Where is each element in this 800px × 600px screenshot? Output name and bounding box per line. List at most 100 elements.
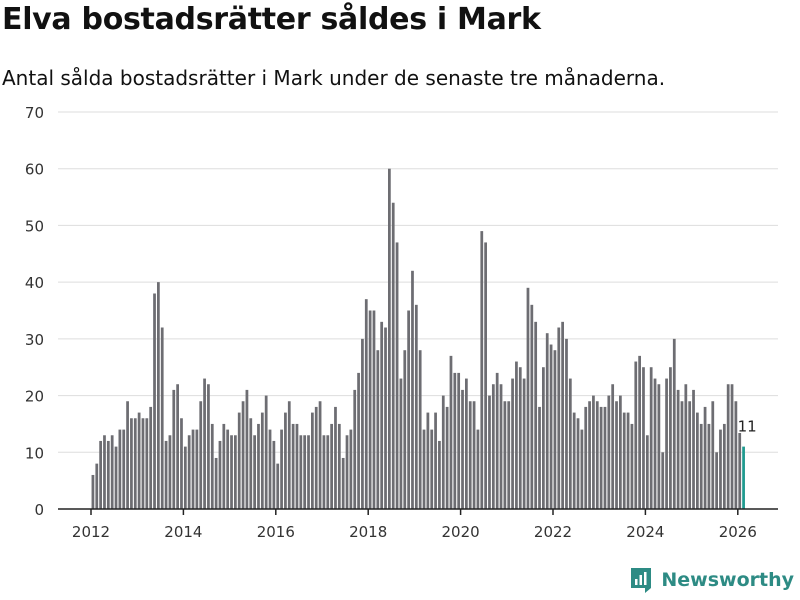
bar [164, 440, 168, 509]
bar [241, 401, 245, 509]
y-tick-label: 0 [34, 501, 44, 519]
bar [245, 389, 249, 509]
newsworthy-logo-icon [631, 568, 652, 593]
bar [276, 463, 280, 509]
bar [557, 327, 561, 509]
bar [380, 321, 384, 509]
bar [534, 321, 538, 509]
bar [518, 367, 522, 509]
bar [657, 384, 661, 509]
bar [280, 429, 283, 509]
bar [103, 435, 106, 509]
bar [349, 429, 353, 509]
bar [364, 299, 368, 509]
bar [368, 310, 372, 509]
x-tick-label: 2022 [534, 523, 572, 541]
bar [615, 401, 618, 509]
bar [438, 440, 441, 509]
bar [426, 412, 430, 509]
bar [499, 384, 503, 509]
bar [441, 395, 445, 509]
bar [133, 418, 137, 509]
bar [488, 395, 491, 509]
bar [203, 378, 206, 509]
bar [495, 372, 499, 509]
bar [403, 350, 407, 509]
brand-name: Newsworthy [661, 569, 794, 591]
bar [137, 412, 141, 509]
highlight-data-label: 11 [738, 418, 757, 436]
bar [353, 389, 357, 509]
bar [665, 378, 668, 509]
bar [126, 401, 129, 509]
bar [418, 350, 422, 509]
bar [407, 310, 410, 509]
bar [141, 418, 145, 509]
bar [645, 435, 649, 509]
bar [118, 429, 122, 509]
bar [414, 304, 418, 509]
bar [699, 423, 703, 509]
bar [222, 423, 226, 509]
x-tick-label: 2018 [349, 523, 387, 541]
bar [210, 423, 214, 509]
bar [91, 474, 95, 509]
bar [110, 435, 114, 509]
bar [234, 435, 237, 509]
bar [588, 401, 591, 509]
y-tick-label: 20 [25, 388, 44, 406]
bar [376, 350, 380, 509]
bar [491, 384, 495, 509]
bar [638, 355, 641, 509]
bar [480, 231, 484, 509]
bar [106, 440, 110, 509]
bar [526, 287, 530, 509]
bar [272, 440, 276, 509]
bar [299, 435, 303, 509]
y-tick-label: 50 [25, 217, 44, 235]
bar [461, 389, 464, 509]
newsworthy-brand: Newsworthy [629, 566, 794, 594]
bar [572, 412, 576, 509]
bar [515, 361, 518, 509]
bar [337, 423, 341, 509]
bar [187, 435, 191, 509]
bar-highlight [742, 446, 745, 509]
bar [545, 333, 549, 509]
bar [734, 401, 738, 509]
x-tick-label: 2014 [164, 523, 202, 541]
bar [361, 338, 364, 509]
bar [314, 406, 318, 509]
bar [230, 435, 233, 509]
bar [592, 395, 595, 509]
bar [622, 412, 626, 509]
bar [168, 435, 172, 509]
bar [372, 310, 376, 509]
bar [153, 293, 156, 509]
y-tick-label: 60 [25, 161, 44, 179]
bar [530, 304, 534, 509]
bar [311, 412, 314, 509]
bar [199, 401, 203, 509]
x-tick-label: 2026 [719, 523, 757, 541]
bar [176, 384, 179, 509]
bar [707, 423, 711, 509]
bar [307, 435, 310, 509]
bar [287, 401, 291, 509]
bar [411, 270, 414, 509]
bar [538, 406, 541, 509]
bar [453, 372, 457, 509]
bar [249, 418, 253, 509]
bar [676, 389, 680, 509]
bar [696, 412, 699, 509]
bar [468, 401, 472, 509]
bar [738, 429, 742, 509]
bar [430, 429, 434, 509]
bar [445, 406, 449, 509]
bar [711, 401, 715, 509]
bar [692, 389, 695, 509]
y-tick-label: 70 [25, 104, 44, 122]
bar [253, 435, 256, 509]
bar [391, 202, 395, 510]
